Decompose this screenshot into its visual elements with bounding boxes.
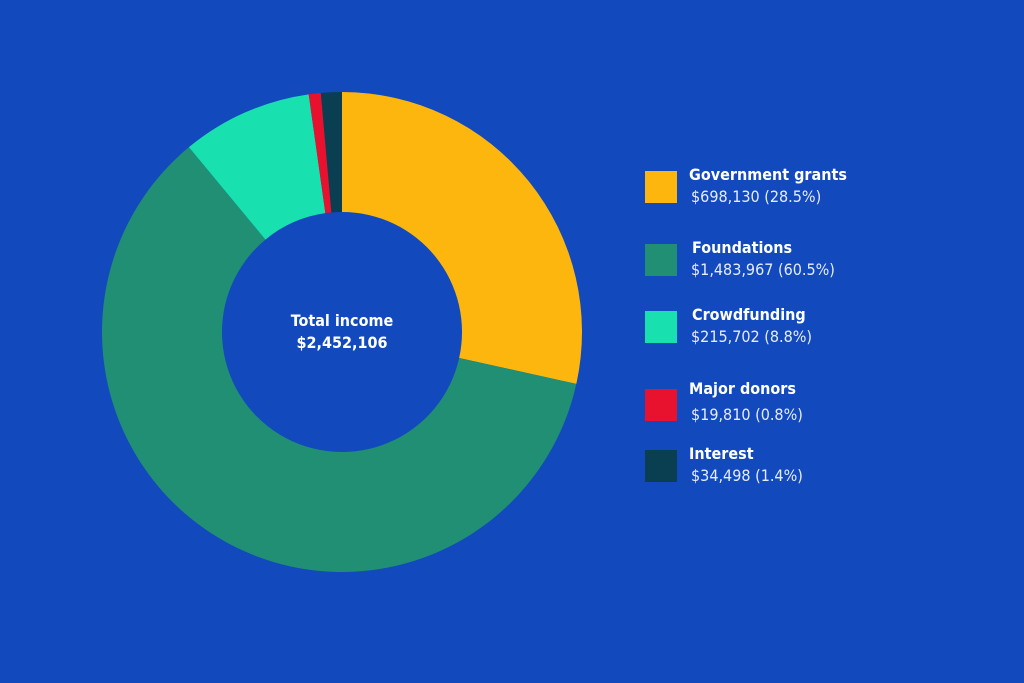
- legend-item-major-donors: Major donors $19,810 (0.8%): [645, 379, 945, 424]
- center-total: $2,452,106: [296, 333, 388, 352]
- slice-foundations: [102, 147, 577, 572]
- legend-swatch: [645, 389, 677, 421]
- legend-item-foundations: Foundations $1,483,967 (60.5%): [645, 238, 945, 279]
- legend-value: $19,810 (0.8%): [691, 405, 803, 424]
- legend-item-interest: Interest $34,498 (1.4%): [645, 444, 945, 485]
- legend-item-government-grants: Government grants $698,130 (28.5%): [645, 165, 945, 206]
- slice-major-donors: [308, 92, 332, 214]
- legend-value: $698,130 (28.5%): [691, 187, 822, 206]
- legend-swatch: [645, 171, 677, 203]
- legend-swatch: [645, 450, 677, 482]
- legend-name: Crowdfunding: [692, 305, 806, 324]
- legend-name: Interest: [689, 444, 754, 463]
- legend-name: Foundations: [692, 238, 793, 257]
- legend-swatch: [645, 311, 677, 343]
- center-title: Total income: [290, 311, 394, 330]
- legend-name: Government grants: [689, 165, 847, 184]
- legend-value: $34,498 (1.4%): [691, 466, 803, 485]
- legend-swatch: [645, 244, 677, 276]
- slice-government-grants: [342, 92, 583, 384]
- legend-value: $215,702 (8.8%): [691, 327, 813, 346]
- legend-name: Major donors: [689, 379, 796, 398]
- slice-crowdfunding: [188, 94, 326, 240]
- legend-item-crowdfunding: Crowdfunding $215,702 (8.8%): [645, 305, 945, 346]
- legend-value: $1,483,967 (60.5%): [691, 260, 835, 279]
- slice-interest: [320, 92, 342, 213]
